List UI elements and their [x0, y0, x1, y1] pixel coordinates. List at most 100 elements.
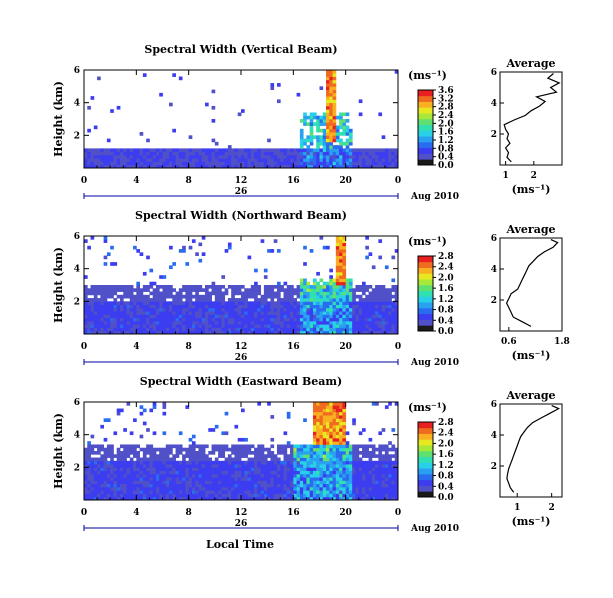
heatmap-cell	[319, 151, 324, 156]
heatmap-cell	[388, 154, 392, 159]
heatmap-cell	[129, 447, 134, 452]
heatmap-cell	[247, 486, 252, 491]
heatmap-cell	[303, 311, 307, 315]
heatmap-cell	[267, 447, 271, 452]
heatmap-cell	[345, 460, 350, 465]
heatmap-cell	[250, 161, 255, 166]
heatmap-cell	[260, 444, 265, 449]
colorbar-swatch	[418, 130, 433, 137]
heatmap-cell	[355, 324, 360, 328]
heatmap-cell	[332, 454, 337, 458]
heatmap-cell	[303, 454, 307, 458]
heatmap-cell	[283, 304, 288, 309]
heatmap-cell	[129, 431, 134, 436]
panel-title: Spectral Width (Eastward Beam)	[140, 375, 342, 388]
heatmap-cell	[384, 311, 389, 315]
heatmap-cell	[332, 298, 337, 302]
heatmap-cell	[358, 288, 363, 292]
heatmap-cell	[267, 307, 271, 312]
heatmap-cell	[93, 470, 98, 475]
heatmap-cell	[178, 307, 183, 312]
heatmap-cell	[237, 457, 242, 462]
heatmap-cell	[329, 102, 333, 107]
heatmap-cell	[162, 164, 167, 169]
heatmap-cell	[322, 112, 327, 117]
heatmap-cell	[381, 291, 386, 296]
heatmap-cell	[273, 327, 278, 332]
heatmap-cell	[123, 447, 127, 452]
heatmap-cell	[146, 320, 150, 325]
heatmap-cell	[299, 304, 304, 309]
heatmap-cell	[198, 454, 203, 458]
heatmap-cell	[319, 122, 324, 126]
heatmap-cell	[384, 307, 389, 312]
heatmap-cell	[322, 145, 327, 149]
heatmap-cell	[358, 311, 363, 315]
heatmap-cell	[283, 444, 288, 449]
heatmap-cell	[175, 324, 180, 328]
heatmap-cell	[273, 493, 278, 498]
heatmap-cell	[116, 473, 121, 478]
heatmap-cell	[185, 288, 190, 292]
heatmap-cell	[247, 317, 252, 322]
heatmap-cell	[388, 441, 392, 445]
heatmap-cell	[146, 151, 150, 156]
heatmap-cell	[188, 148, 193, 153]
heatmap-cell	[100, 291, 105, 296]
heatmap-cell	[345, 161, 350, 166]
heatmap-cell	[375, 154, 379, 159]
heatmap-cell	[391, 490, 396, 494]
heatmap-cell	[362, 493, 366, 498]
heatmap-cell	[362, 317, 366, 322]
heatmap-cell	[316, 473, 320, 478]
heatmap-cell	[332, 496, 337, 501]
heatmap-cell	[214, 330, 219, 335]
heatmap-cell	[113, 311, 118, 315]
heatmap-cell	[342, 428, 347, 432]
heatmap-cell	[191, 457, 196, 462]
heatmap-cell	[322, 437, 327, 442]
heatmap-cell	[319, 294, 324, 299]
heatmap-cell	[201, 473, 206, 478]
heatmap-cell	[136, 291, 140, 296]
heatmap-cell	[332, 105, 337, 110]
heatmap-cell	[208, 164, 212, 169]
heatmap-cell	[172, 490, 176, 494]
heatmap-cell	[221, 490, 226, 494]
heatmap-cell	[162, 320, 167, 325]
heatmap-cell	[257, 447, 262, 452]
heatmap-cell	[100, 294, 105, 299]
heatmap-cell	[103, 330, 108, 335]
heatmap-cell	[290, 148, 294, 153]
heatmap-cell	[319, 236, 324, 240]
heatmap-cell	[322, 298, 327, 302]
heatmap-cell	[214, 480, 219, 485]
heatmap-cell	[371, 451, 376, 455]
heatmap-cell	[348, 454, 353, 458]
heatmap-cell	[388, 304, 392, 309]
heatmap-cell	[394, 317, 399, 322]
heatmap-cell	[280, 330, 284, 335]
heatmap-cell	[339, 154, 343, 159]
heatmap-cell	[231, 480, 235, 485]
heatmap-cell	[319, 86, 324, 90]
heatmap-cell	[110, 164, 114, 169]
heatmap-cell	[276, 444, 281, 449]
heatmap-cell	[391, 496, 396, 501]
heatmap-cell	[224, 483, 229, 488]
heatmap-cell	[371, 298, 376, 302]
heatmap-cell	[290, 317, 294, 322]
heatmap-cell	[142, 451, 147, 455]
heatmap-cell	[335, 496, 340, 501]
heatmap-cell	[172, 457, 176, 462]
heatmap-cell	[257, 490, 262, 494]
heatmap-cell	[342, 285, 347, 289]
heatmap-cell	[126, 490, 131, 494]
heatmap-cell	[172, 161, 176, 166]
heatmap-cell	[211, 330, 216, 335]
heatmap-cell	[116, 477, 121, 481]
heatmap-cell	[316, 418, 320, 422]
heatmap-cell	[322, 245, 327, 250]
heatmap-cell	[211, 496, 216, 501]
heatmap-cell	[198, 294, 203, 299]
